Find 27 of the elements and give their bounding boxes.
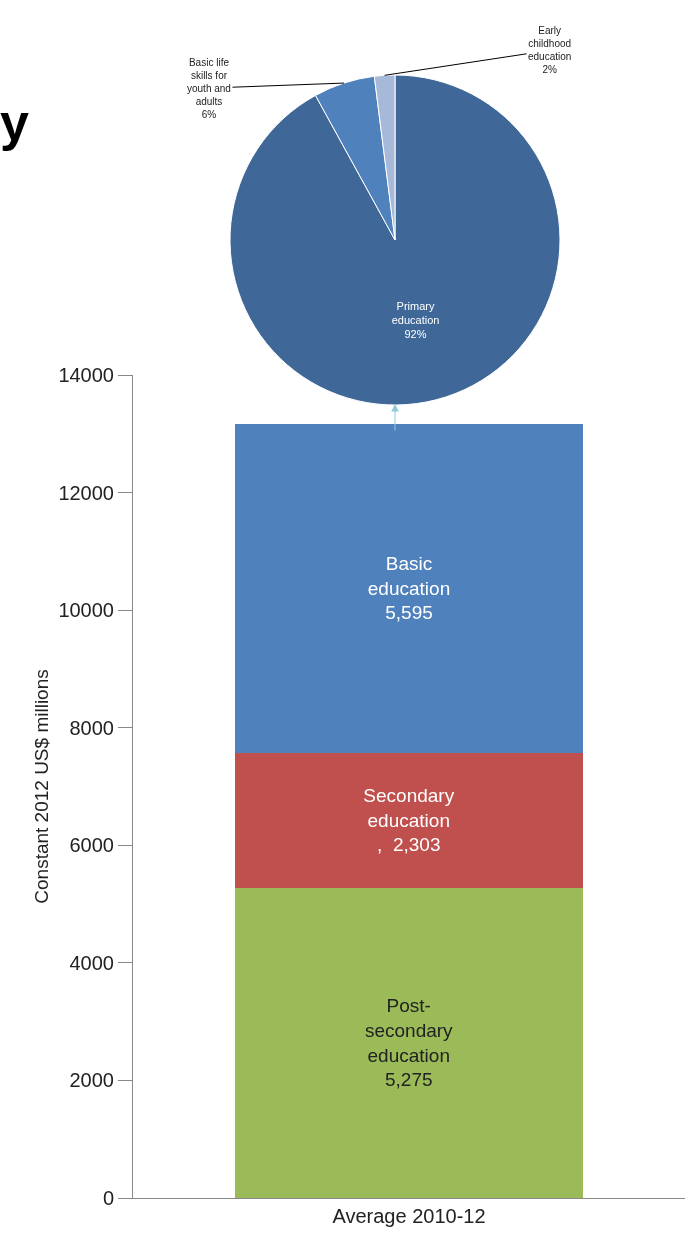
bar xyxy=(235,423,583,753)
y-tick-label: 8000 xyxy=(69,716,114,739)
data-label: 92% xyxy=(404,328,427,341)
data-label: 6% xyxy=(201,109,217,120)
y-tick-label: 10000 xyxy=(58,599,114,622)
x-tick-label: Average 2010-12 xyxy=(332,1205,486,1227)
data-label: , 2,303 xyxy=(377,834,441,856)
y-tick-label: 4000 xyxy=(69,951,114,974)
y-tick-label: 0 xyxy=(102,1187,114,1209)
slice-label: Early childhood education xyxy=(528,25,572,62)
y-tick-label: 12000 xyxy=(58,481,114,504)
y-axis-title: Constant 2012 US$ millions xyxy=(31,669,53,904)
data-label: 5,275 xyxy=(384,1069,433,1091)
slice-label: Basic life skills for youth and adults xyxy=(187,57,231,107)
slice-label: Primary education xyxy=(391,299,440,326)
data-label: 5,595 xyxy=(385,602,433,624)
y-tick-label: 6000 xyxy=(69,834,114,857)
data-label: 2% xyxy=(542,64,558,75)
series-label: Post-secondary education xyxy=(364,995,454,1066)
pie-slice xyxy=(229,74,561,406)
bar xyxy=(235,887,583,1198)
y-tick-label: 14000 xyxy=(58,364,114,386)
bar xyxy=(235,752,583,888)
series-label: Basic education xyxy=(367,552,451,599)
text: y xyxy=(0,93,29,151)
series-label: Secondary education xyxy=(363,785,455,831)
y-tick-label: 2000 xyxy=(69,1069,114,1092)
